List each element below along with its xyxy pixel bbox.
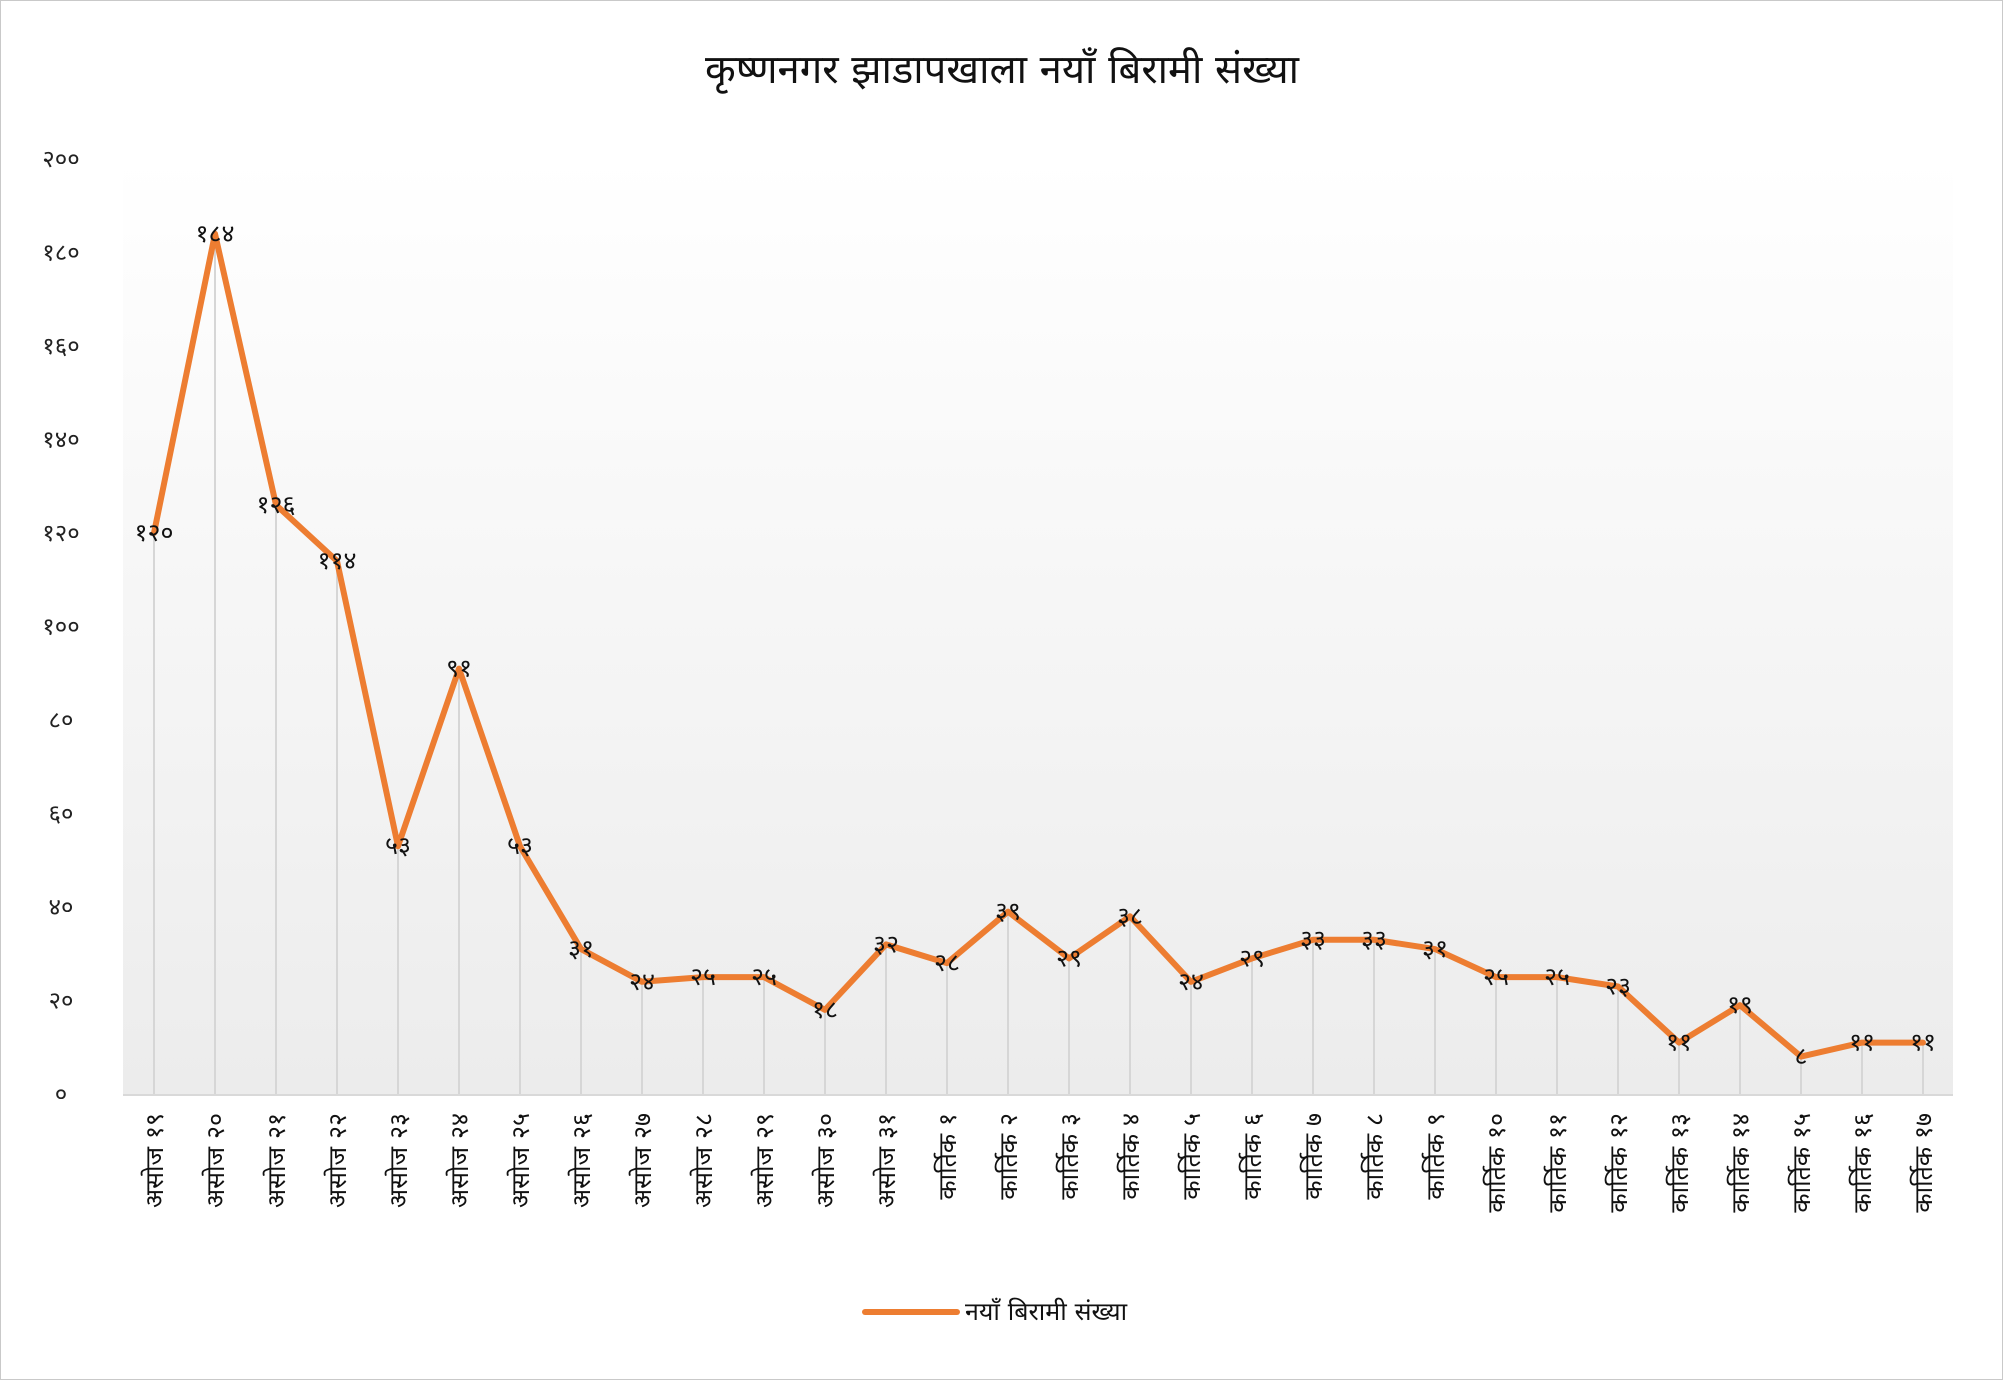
data-label: ८ — [1794, 1042, 1807, 1071]
data-label: ११ — [1910, 1028, 1936, 1057]
x-tick-label: कार्तिक ५ — [1177, 1113, 1206, 1200]
data-label: २८ — [934, 948, 960, 977]
data-label: ३८ — [1117, 901, 1143, 930]
data-label: १२६ — [256, 490, 295, 519]
x-tick-label: कार्तिक ११ — [1543, 1113, 1572, 1213]
x-tick-label: कार्तिक १० — [1482, 1113, 1511, 1213]
x-axis-tick-labels: असोज १९ असोज २० असोज २१ असोज २२ असोज २३ असोज … — [140, 1113, 1938, 1213]
data-labels: १२० १८४ १२६ ११४ ५३ ९१ ५३ ३१ २४ २५ २५ १८ ३२ २८ ३९ २९ ३८ २४… — [134, 219, 1936, 1071]
x-tick-label: असोज २६ — [567, 1113, 596, 1208]
y-tick-label: १०० — [42, 613, 79, 641]
y-tick-label: ० — [55, 1080, 67, 1108]
data-label: ३२ — [873, 929, 899, 958]
data-label: ३१ — [1422, 934, 1448, 963]
x-tick-label: असोज २५ — [506, 1113, 535, 1208]
data-label: ३९ — [995, 897, 1021, 926]
data-label: १२० — [134, 518, 173, 547]
x-tick-label: कार्तिक १ — [933, 1113, 962, 1200]
x-tick-label: असोज २७ — [628, 1113, 657, 1208]
data-label: २३ — [1605, 971, 1631, 1000]
data-label: २५ — [751, 962, 777, 991]
x-tick-label: असोज २२ — [323, 1113, 352, 1208]
legend-label: नयाँ बिरामी संख्या — [965, 1297, 1128, 1326]
legend: नयाँ बिरामी संख्या — [862, 1297, 1128, 1326]
data-label: ११४ — [317, 546, 356, 575]
x-tick-label: असोज ३१ — [872, 1113, 901, 1208]
data-label: १९ — [1727, 990, 1753, 1019]
x-tick-label: कार्तिक ७ — [1299, 1113, 1328, 1200]
y-tick-label: २०० — [42, 145, 79, 173]
data-label: ५३ — [507, 831, 533, 860]
x-tick-label: असोज २९ — [750, 1113, 779, 1208]
data-label: १८४ — [195, 219, 234, 248]
x-tick-label: कार्तिक १५ — [1787, 1113, 1816, 1213]
y-tick-label: १४० — [42, 426, 79, 454]
y-axis-tick-labels: ० २० ४० ६० ८० १०० १२० १४० १६० १८० २०० — [42, 145, 79, 1108]
y-tick-label: १६० — [42, 332, 79, 360]
y-tick-label: २० — [49, 987, 74, 1015]
x-tick-label: कार्तिक १४ — [1726, 1113, 1755, 1213]
x-tick-label: कार्तिक १२ — [1604, 1113, 1633, 1213]
x-tick-label: कार्तिक १७ — [1909, 1113, 1938, 1213]
y-tick-label: १२० — [42, 519, 79, 547]
x-tick-label: असोज २८ — [689, 1113, 718, 1208]
y-tick-label: ८० — [49, 706, 74, 734]
data-label: २९ — [1056, 943, 1082, 972]
x-tick-label: कार्तिक ४ — [1116, 1113, 1145, 1200]
x-tick-label: कार्तिक १६ — [1848, 1113, 1877, 1213]
x-tick-label: असोज २० — [201, 1113, 230, 1208]
drop-lines — [153, 233, 1924, 1094]
data-label: २५ — [1544, 962, 1570, 991]
data-label: २५ — [690, 962, 716, 991]
x-tick-label: कार्तिक ३ — [1055, 1113, 1084, 1200]
x-tick-label: कार्तिक २ — [994, 1113, 1023, 1200]
x-tick-label: कार्तिक ९ — [1421, 1113, 1450, 1200]
data-label: २४ — [629, 967, 655, 996]
x-tick-label: असोज २३ — [384, 1113, 413, 1208]
data-label: ३३ — [1300, 925, 1326, 954]
data-label: ३३ — [1361, 925, 1387, 954]
y-tick-label: ६० — [49, 800, 74, 828]
series-line — [151, 230, 1926, 1060]
x-tick-label: असोज २४ — [445, 1113, 474, 1208]
x-tick-label: असोज ३० — [811, 1113, 840, 1208]
x-tick-label: असोज २१ — [262, 1113, 291, 1208]
x-tick-label: कार्तिक ६ — [1238, 1113, 1267, 1200]
x-tick-label: कार्तिक ८ — [1360, 1113, 1389, 1200]
x-tick-label: असोज १९ — [140, 1113, 169, 1208]
data-label: ३१ — [568, 934, 594, 963]
data-label: ११ — [1666, 1028, 1692, 1057]
chart-title: कृष्णनगर झाडापखाला नयाँ बिरामी संख्या — [705, 47, 1300, 94]
data-label: ५३ — [385, 831, 411, 860]
data-label: ११ — [1849, 1028, 1875, 1057]
data-label: २५ — [1483, 962, 1509, 991]
y-tick-label: ४० — [49, 893, 74, 921]
y-tick-label: १८० — [42, 239, 79, 267]
data-label: २४ — [1178, 967, 1204, 996]
data-label: २९ — [1239, 943, 1265, 972]
data-label: १८ — [812, 995, 838, 1024]
x-tick-label: कार्तिक १३ — [1665, 1113, 1694, 1213]
data-label: ९१ — [446, 654, 472, 683]
